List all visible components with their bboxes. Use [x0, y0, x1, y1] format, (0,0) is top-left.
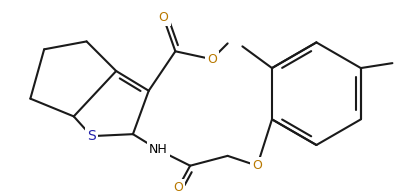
Text: O: O — [158, 11, 168, 24]
Text: O: O — [173, 181, 183, 194]
Text: NH: NH — [149, 144, 168, 156]
Text: O: O — [252, 159, 261, 172]
Text: S: S — [87, 129, 96, 143]
Text: O: O — [207, 53, 216, 66]
